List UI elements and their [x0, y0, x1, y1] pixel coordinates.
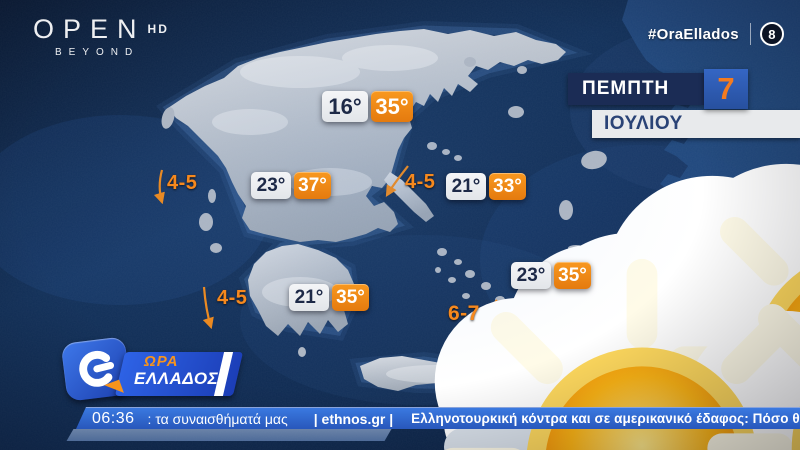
- hd-label: HD: [147, 22, 169, 36]
- temp-badge-central: 23° 37°: [251, 172, 331, 199]
- max-temp: 37°: [294, 172, 331, 199]
- channel-number-badge: 8: [759, 22, 784, 46]
- min-temp: 21°: [446, 173, 486, 200]
- date-day-label: ΠΕΜΠΤΗ: [568, 73, 704, 105]
- max-temp: 35°: [371, 91, 413, 122]
- channel-logo: OPEN HD BEYOND: [33, 14, 169, 59]
- show-title-line1: ΩΡΑ: [144, 353, 179, 370]
- channel-logo-text: OPEN: [33, 14, 146, 44]
- temp-badge-north: 16° 35°: [322, 91, 413, 122]
- max-temp: 35°: [554, 262, 591, 289]
- wind-label-cyclades: 6-7: [448, 302, 480, 325]
- divider: [749, 23, 751, 45]
- ticker-source: | ethnos.gr |: [313, 410, 394, 427]
- min-temp: 23°: [511, 262, 551, 289]
- date-month-label: ΙΟΥΛΙΟΥ: [592, 110, 800, 138]
- min-temp: 23°: [251, 172, 291, 199]
- show-title: ΩΡΑ ΕΛΛΑΔΟΣ: [134, 354, 218, 388]
- hashtag-bug: #OraEllados 8: [648, 22, 784, 46]
- wind-label-central-aegean: 4-5: [405, 171, 436, 193]
- ticker-clock: 06:36: [92, 409, 135, 427]
- temp-badge-peloponnese: 21° 35°: [289, 284, 369, 311]
- min-temp: 21°: [289, 284, 329, 311]
- news-ticker: 06:36 : τα συναισθήματά μας | ethnos.gr …: [76, 407, 800, 429]
- max-temp: 35°: [332, 284, 369, 311]
- wind-arrow-icon: [202, 286, 214, 330]
- min-temp: 16°: [322, 91, 368, 122]
- wind-label-north-ionian: 4-5: [167, 172, 198, 194]
- temp-badge-north-aegean: 21° 33°: [446, 173, 526, 200]
- hashtag-label: #OraEllados: [648, 25, 739, 43]
- show-title-line2: ΕΛΛΑΔΟΣ: [134, 368, 219, 388]
- date-day-number: 7: [704, 69, 748, 109]
- max-temp: 33°: [489, 173, 526, 200]
- ticker-underline-bar: [66, 429, 392, 441]
- show-logo-tile: [60, 336, 132, 402]
- channel-logo-subtext: BEYOND: [55, 47, 140, 58]
- ticker-topic: : τα συναισθήματά μας: [147, 410, 288, 427]
- temp-badge-east-aegean: 23° 35°: [511, 262, 591, 289]
- wind-label-south-ionian: 4-5: [217, 287, 248, 309]
- ora-ellados-logo-icon: [79, 350, 115, 387]
- wind-arrow-icon: [153, 169, 165, 205]
- wind-arrow-icon: [385, 165, 409, 197]
- ticker-headline: Ελληνοτουρκική κόντρα και σε αμερικανικό…: [411, 411, 800, 426]
- show-logo: ΩΡΑ ΕΛΛΑΔΟΣ: [60, 336, 250, 406]
